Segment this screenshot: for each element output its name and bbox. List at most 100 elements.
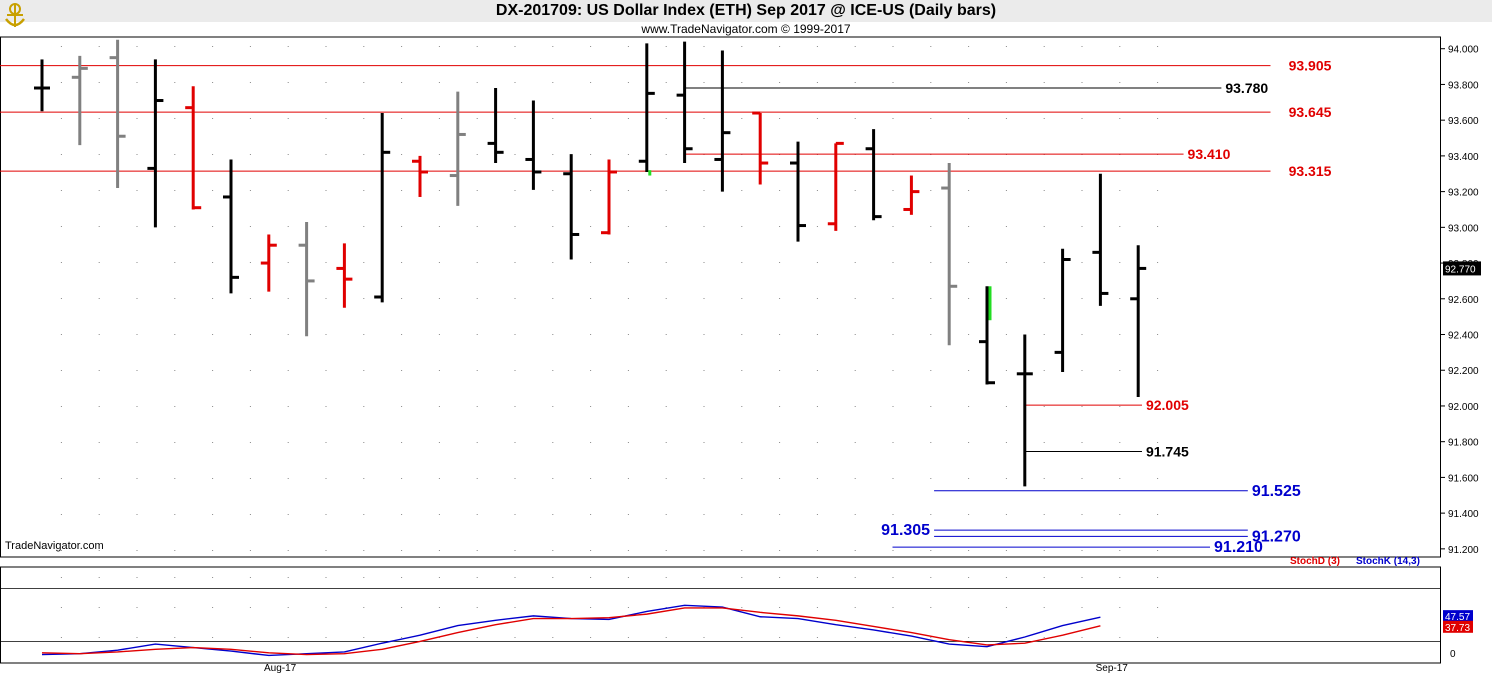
grid-dot xyxy=(136,442,138,443)
grid-dot xyxy=(136,406,138,407)
grid-dot xyxy=(1005,262,1007,263)
grid-dot xyxy=(627,607,629,608)
grid-dot xyxy=(136,46,138,47)
grid-dot xyxy=(627,514,629,515)
grid-dot xyxy=(590,226,592,227)
grid-dot xyxy=(514,637,516,638)
grid-dot xyxy=(60,406,62,407)
grid-dot xyxy=(249,478,251,479)
grid-dot xyxy=(438,298,440,299)
grid-dot xyxy=(930,190,932,191)
grid-dot xyxy=(212,82,214,83)
ohlc-bar xyxy=(525,100,542,190)
grid-dot xyxy=(892,514,894,515)
grid-dot xyxy=(212,190,214,191)
ohlc-bar xyxy=(223,159,239,294)
grid-dot xyxy=(930,406,932,407)
grid-dot xyxy=(1119,190,1121,191)
grid-dot xyxy=(1005,577,1007,578)
grid-dot xyxy=(325,550,327,551)
grid-dot xyxy=(212,478,214,479)
grid-dot xyxy=(1081,514,1083,515)
grid-dot xyxy=(627,577,629,578)
y-tick-label: 92.000 xyxy=(1448,402,1479,413)
grid-dot xyxy=(1157,118,1159,119)
grid-dot xyxy=(703,637,705,638)
grid-dot xyxy=(968,550,970,551)
grid-dot xyxy=(98,577,100,578)
grid-dot xyxy=(930,514,932,515)
grid-dot xyxy=(212,298,214,299)
grid-dot xyxy=(854,334,856,335)
grid-dot xyxy=(968,262,970,263)
grid-dot xyxy=(703,226,705,227)
grid-dot xyxy=(514,406,516,407)
grid-dot xyxy=(476,190,478,191)
grid-dot xyxy=(287,154,289,155)
grid-dot xyxy=(287,262,289,263)
grid-dot xyxy=(590,514,592,515)
grid-dot xyxy=(892,190,894,191)
grid-dot xyxy=(514,262,516,263)
grid-dot xyxy=(590,190,592,191)
chart-title: DX-201709: US Dollar Index (ETH) Sep 201… xyxy=(495,2,997,19)
grid-dot xyxy=(174,607,176,608)
grid-dot xyxy=(741,262,743,263)
grid-dot xyxy=(60,118,62,119)
grid-dot xyxy=(816,370,818,371)
grid-dot xyxy=(1005,514,1007,515)
grid-dot xyxy=(401,607,403,608)
grid-dot xyxy=(892,82,894,83)
grid-dot xyxy=(325,370,327,371)
grid-dot xyxy=(401,226,403,227)
grid-dot xyxy=(249,226,251,227)
grid-dot xyxy=(1005,637,1007,638)
grid-dot xyxy=(779,577,781,578)
level-label: 93.780 xyxy=(1225,80,1268,96)
grid-dot xyxy=(1043,577,1045,578)
grid-dot xyxy=(741,46,743,47)
grid-dot xyxy=(665,190,667,191)
level-label: 91.210 xyxy=(1214,539,1263,556)
grid-dot xyxy=(1081,478,1083,479)
grid-dot xyxy=(930,442,932,443)
grid-dot xyxy=(552,226,554,227)
grid-dot xyxy=(1043,46,1045,47)
grid-dot xyxy=(741,637,743,638)
grid-dot xyxy=(476,607,478,608)
grid-dot xyxy=(438,46,440,47)
grid-dot xyxy=(1119,118,1121,119)
grid-dot xyxy=(968,478,970,479)
grid-dot xyxy=(514,370,516,371)
grid-dot xyxy=(325,226,327,227)
level-label: 91.270 xyxy=(1252,528,1301,545)
grid-dot xyxy=(514,442,516,443)
grid-dot xyxy=(249,514,251,515)
grid-dot xyxy=(1005,46,1007,47)
grid-dot xyxy=(60,46,62,47)
grid-dot xyxy=(212,514,214,515)
grid-dot xyxy=(665,262,667,263)
last-price-marker xyxy=(1443,261,1481,276)
grid-dot xyxy=(212,370,214,371)
grid-dot xyxy=(401,154,403,155)
grid-dot xyxy=(514,577,516,578)
grid-dot xyxy=(287,82,289,83)
grid-dot xyxy=(703,82,705,83)
legend-stoch-k: StochK (14,3) xyxy=(1356,556,1420,567)
grid-dot xyxy=(136,334,138,335)
grid-dot xyxy=(212,637,214,638)
grid-dot xyxy=(627,298,629,299)
grid-dot xyxy=(741,550,743,551)
grid-dot xyxy=(60,154,62,155)
grid-dot xyxy=(590,298,592,299)
grid-dot xyxy=(627,442,629,443)
grid-dot xyxy=(363,226,365,227)
grid-dot xyxy=(136,637,138,638)
grid-dot xyxy=(98,637,100,638)
grid-dot xyxy=(476,334,478,335)
grid-dot xyxy=(1043,478,1045,479)
grid-dot xyxy=(741,406,743,407)
grid-dot xyxy=(779,406,781,407)
ohlc-bar xyxy=(1092,173,1109,306)
